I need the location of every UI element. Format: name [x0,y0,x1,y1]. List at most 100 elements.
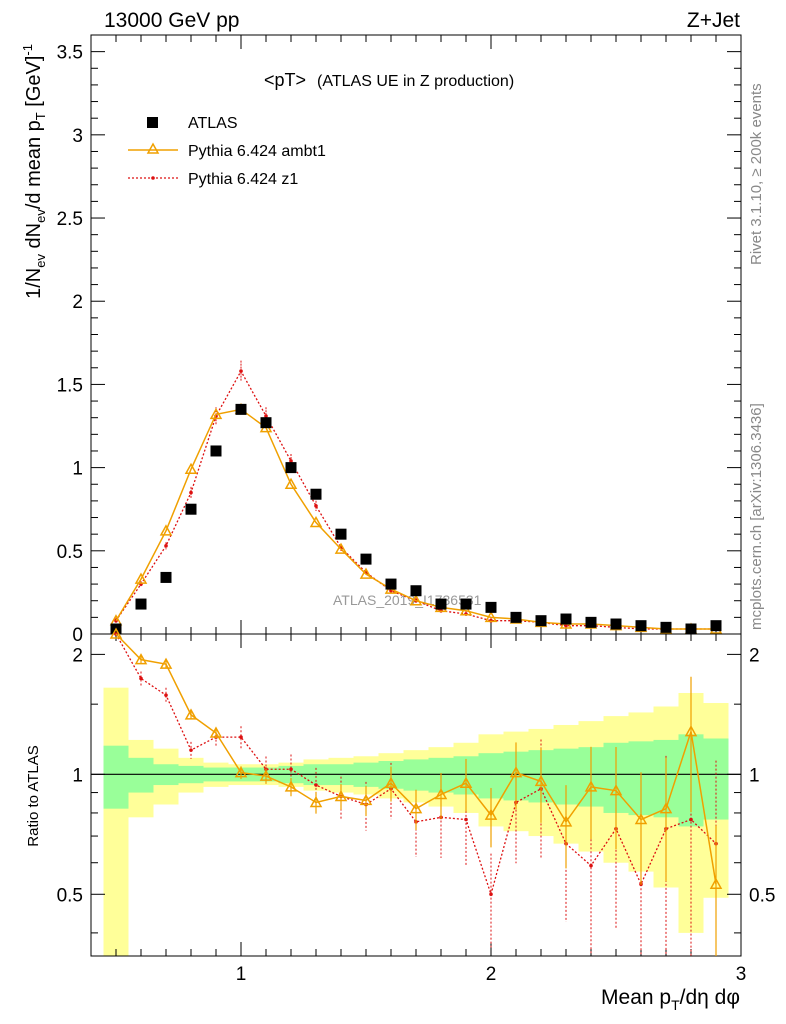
ratio-ambt1-point [159,657,173,669]
atlas-point [360,553,372,565]
atlas-point [460,598,472,610]
atlas-point [585,616,597,628]
ratio-ambt1-point [584,780,598,792]
ratio-z1-point [589,863,593,868]
ratio-z1-point [314,783,318,787]
x-tick-label: 3 [736,964,747,985]
ratio-ambt1-point [184,708,198,720]
ambt1-point [459,604,473,616]
ratio-ambt1-point [409,802,423,814]
atlas-point [310,488,322,500]
legend-z1-marker [151,176,155,180]
y-tick-label: 3.5 [57,43,83,64]
ratio-tick-label: 2 [72,645,83,666]
ratio-ambt1-point [659,802,673,814]
ratio-z1-point [139,676,143,681]
band-inner-bin [703,738,729,820]
ratio-ambt1-point [384,776,398,788]
ratio-z1-point [239,735,243,739]
x-tick-label: 2 [486,964,497,985]
ratio-tick-label-right: 2 [749,645,760,666]
ratio-ambt1-point [484,808,498,820]
ratio-ambt1-point [634,813,648,825]
ratio-tick-label-right: 0.5 [749,885,775,906]
ratio-ambt1-point [609,784,623,796]
atlas-point [335,528,347,540]
z1-point [314,504,318,508]
atlas-point [410,585,422,597]
y-tick-label: 0 [72,625,83,646]
legend-z1-label: Pythia 6.424 z1 [188,171,298,188]
ambt1-point [409,594,423,606]
band-inner-bin [128,757,154,793]
ratio-ambt1-point [284,780,298,792]
ratio-ambt1-point [334,789,348,802]
atlas-point [660,621,672,633]
ratio-tick-label: 1 [72,765,83,786]
ratio-z1-point [189,748,193,752]
ratio-z1-point [289,767,293,772]
z1-point [264,414,268,418]
ambt1-point [134,572,148,584]
ratio-z1-point [164,693,168,697]
ratio-ambt1-point [559,815,573,827]
ratio-panel: 1 2 3 0.5 0.5 1 1 2 2 [57,627,775,985]
ratio-ambt1-point [209,726,223,738]
legend-atlas-label: ATLAS [188,115,238,132]
atlas-point [385,578,397,590]
plot-title: <pT> (ATLAS UE in Z production) [264,70,514,90]
ratio-ambt1-point [684,725,698,737]
band-inner-bin [103,745,129,809]
xlabel: Mean pT/dη dφ [601,986,740,1013]
mcplots-label: mcplots.cern.ch [arXiv:1306.3436] [748,403,765,630]
ratio-ambt1-point [709,877,723,889]
z1-point [189,490,193,495]
atlas-point [435,598,447,610]
ratio-ambt1-point [109,627,123,639]
ratio-ambt1-point [534,774,548,787]
ambt1-point [484,610,498,623]
band-outer-bin [103,687,129,956]
atlas-point [685,623,697,635]
atlas-point [510,611,522,623]
y-tick-label: 0.5 [57,542,83,563]
ratio-z1-point [464,817,468,822]
atlas-point [485,601,497,613]
ambt1-point [159,524,173,536]
atlas-point [285,462,297,474]
plot-title-sub: (ATLAS UE in Z production) [317,73,514,90]
ratio-ambt1-point [259,769,273,781]
ratio-tick-label: 0.5 [57,885,83,906]
ratio-z1-point [689,817,693,822]
y-tick-label: 2.5 [57,209,83,230]
ratio-tick-label-right: 1 [749,765,760,786]
legend-atlas-marker [147,117,158,128]
atlas-point [235,403,247,415]
rivet-label: Rivet 3.1.10, ≥ 200k events [748,83,765,265]
ambt1-point [184,462,198,475]
z1-point [289,459,293,463]
atlas-point [610,618,622,630]
ratio-ambt1-point [134,653,148,665]
watermark: ATLAS_2019_I1736531 [333,592,482,608]
ratio-z1-point [489,892,493,897]
y-tick-label: 1 [72,459,83,480]
ratio-ambt1-point [309,795,323,808]
ambt1-point [334,542,348,554]
legend: ATLAS Pythia 6.424 ambt1 Pythia 6.424 z1 [128,115,326,188]
ratio-ambt1-point [459,776,473,788]
z1-point [564,623,568,628]
ambt1-point [359,567,373,579]
z1-point [239,369,243,373]
main-panel: 0 0.5 1 1.5 2 2.5 3 3.5 [57,34,742,646]
band-inner-bin [403,759,429,791]
atlas-point [185,503,197,515]
atlas-point [135,598,147,610]
atlas-point [535,615,547,627]
ambt1-point [209,407,223,420]
legend-ambt1-marker [146,142,160,154]
atlas-point [210,445,222,457]
ambt1-point [284,477,298,489]
y-tick-label: 3 [72,126,83,147]
